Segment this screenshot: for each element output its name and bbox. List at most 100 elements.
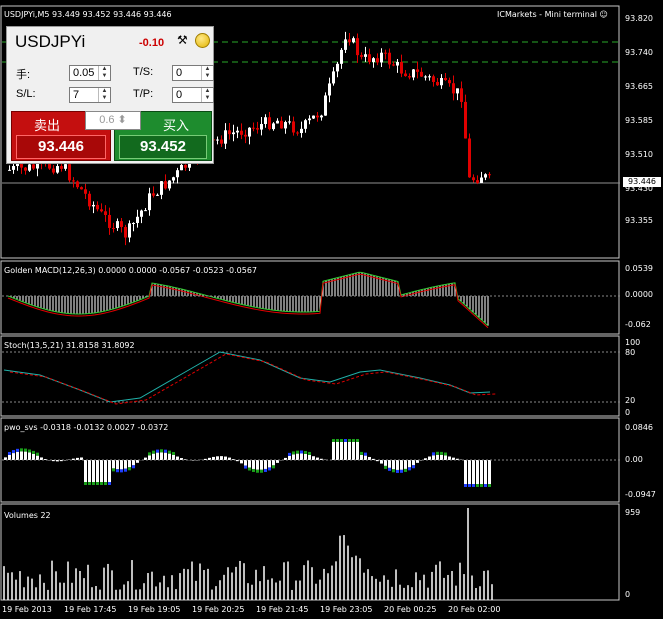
pwo-cap — [20, 448, 23, 452]
pwo-cap — [348, 439, 351, 442]
candle-body — [380, 52, 383, 63]
price-tick: 93.740 — [625, 48, 653, 57]
stoch-signal — [9, 353, 497, 405]
candle-body — [52, 168, 55, 173]
sl-spinner[interactable]: ▲ ▼ — [98, 88, 110, 102]
candle-body — [156, 194, 159, 196]
pwo-bar — [52, 460, 55, 462]
pwo-cap — [104, 482, 107, 485]
candle-body — [284, 122, 287, 129]
candle-body — [308, 118, 311, 121]
candle-body — [424, 76, 427, 78]
candle-body — [100, 209, 103, 212]
pwo-bar — [60, 460, 63, 462]
pwo-bar — [16, 451, 19, 460]
candle-body — [152, 193, 155, 196]
pwo-bar — [356, 442, 359, 460]
pwo-bar — [40, 457, 43, 460]
macd-line — [7, 271, 489, 327]
macd-tick: -0.062 — [625, 320, 651, 329]
time-tick: 19 Feb 2013 — [2, 605, 52, 614]
candle-body — [232, 132, 235, 135]
ts-spinner[interactable]: ▲ ▼ — [201, 66, 213, 80]
pwo-cap — [120, 469, 123, 473]
pwo-bar — [412, 460, 415, 466]
candle-body — [484, 174, 487, 178]
candle-body — [396, 61, 399, 66]
candle-body — [340, 49, 343, 64]
pwo-bar — [128, 460, 131, 468]
pwo-cap — [436, 451, 439, 455]
candle-body — [224, 130, 227, 144]
panel-frame — [0, 260, 620, 335]
tools-icon[interactable]: ⚒ — [177, 33, 188, 47]
pwo-bar — [160, 452, 163, 460]
pwo-bar — [36, 455, 39, 460]
pwo-bar — [4, 457, 7, 460]
symbol-info: USDJPYi,M5 93.449 93.452 93.446 93.446 — [4, 10, 172, 19]
tp-input[interactable]: 0 ▲ ▼ — [172, 87, 214, 103]
price-tick: 93.355 — [625, 216, 653, 225]
pwo-bar — [232, 459, 235, 460]
volume-input[interactable]: 0.6 ⬍ — [85, 111, 141, 130]
candle-body — [276, 120, 279, 124]
candle-body — [148, 193, 151, 211]
stoch-title: Stoch(13,5,21) 31.8158 31.8092 — [4, 341, 135, 350]
candle-body — [140, 210, 143, 217]
macd-title: Golden MACD(12,26,3) 0.0000 0.0000 -0.05… — [4, 266, 258, 275]
pwo-bar — [12, 453, 15, 460]
pwo-bar — [396, 460, 399, 470]
stoch-main — [3, 351, 491, 403]
candle-body — [288, 121, 291, 123]
tp-label: T/P: — [133, 88, 154, 100]
pwo-bar — [88, 460, 91, 482]
tp-spinner[interactable]: ▲ ▼ — [201, 88, 213, 102]
pwo-bar — [352, 442, 355, 460]
pwo-bar — [72, 458, 75, 460]
candle-body — [168, 180, 171, 189]
candle-body — [64, 164, 67, 169]
pwo-bar — [184, 459, 187, 460]
pwo-cap — [444, 452, 447, 456]
pwo-cap — [344, 439, 347, 442]
pwo-bar — [360, 454, 363, 460]
candle-body — [92, 204, 95, 207]
pwo-cap — [156, 449, 159, 453]
pwo-bar — [212, 456, 215, 460]
pwo-bar — [464, 460, 467, 484]
pwo-bar — [448, 456, 451, 460]
volume-value: 0.6 — [99, 114, 115, 126]
pwo-cap — [340, 439, 343, 442]
pwo-cap — [336, 439, 339, 442]
macd-tick: 0.0000 — [625, 290, 653, 299]
pwo-cap — [36, 452, 39, 456]
pwo-cap — [356, 439, 359, 442]
pwo-bar — [364, 455, 367, 460]
pwo-bar — [104, 460, 107, 482]
candle-body — [240, 130, 243, 135]
coin-icon[interactable] — [195, 33, 210, 48]
pwo-bar — [428, 456, 431, 460]
pwo-cap — [28, 449, 31, 453]
lot-spinner[interactable]: ▲ ▼ — [98, 66, 110, 80]
pwo-bar — [336, 442, 339, 460]
pwo-bar — [144, 457, 147, 460]
pwo-bar — [192, 460, 195, 461]
pwo-bar — [292, 454, 295, 460]
sl-input[interactable]: 7 ▲ ▼ — [69, 87, 111, 103]
candle-body — [244, 134, 247, 137]
tp-value: 0 — [176, 89, 183, 101]
pwo-cap — [476, 484, 479, 487]
buy-price: 93.452 — [119, 135, 207, 159]
pwo-bar — [380, 460, 383, 464]
lot-input[interactable]: 0.05 ▲ ▼ — [69, 65, 111, 81]
ts-label: T/S: — [133, 66, 154, 78]
pwo-cap — [160, 449, 163, 453]
ts-input[interactable]: 0 ▲ ▼ — [172, 65, 214, 81]
pwo-bar — [480, 460, 483, 484]
pwo-cap — [128, 467, 131, 471]
pwo-bar — [288, 455, 291, 460]
pwo-cap — [488, 484, 491, 487]
pwo-cap — [464, 484, 467, 487]
